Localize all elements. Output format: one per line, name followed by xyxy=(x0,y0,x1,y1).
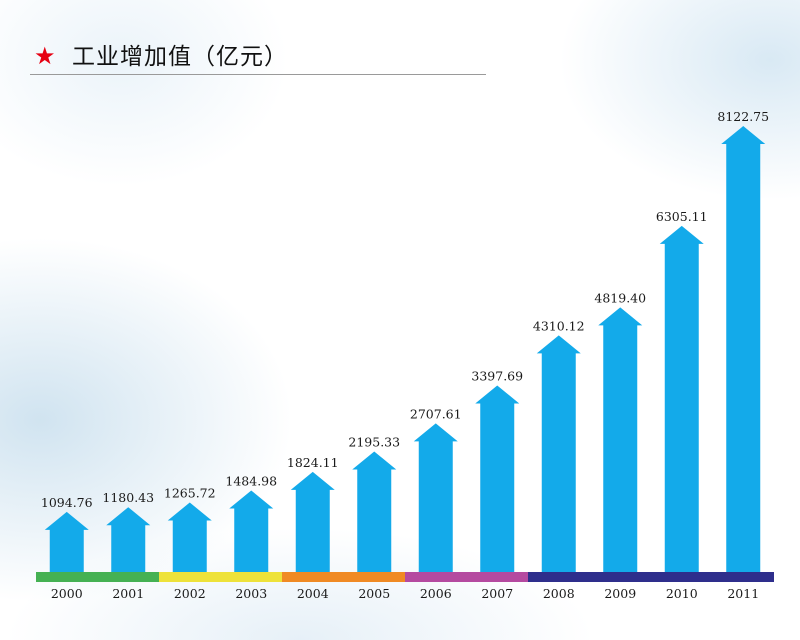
bar-2008 xyxy=(536,335,581,572)
x-tick-2007: 2007 xyxy=(481,586,513,601)
bar-series xyxy=(44,126,766,572)
value-label-2010: 6305.11 xyxy=(656,209,708,224)
chart-title: ★ 工业增加值（亿元） xyxy=(30,40,486,75)
x-tick-2004: 2004 xyxy=(297,586,329,601)
value-label-2003: 1484.98 xyxy=(225,473,277,488)
x-tick-2000: 2000 xyxy=(51,586,83,601)
x-tick-2006: 2006 xyxy=(420,586,452,601)
bar-2009 xyxy=(598,307,643,572)
value-label-2004: 1824.11 xyxy=(287,455,339,470)
chart-title-text: 工业增加值（亿元） xyxy=(72,44,288,70)
x-tick-2003: 2003 xyxy=(235,586,267,601)
x-tick-2002: 2002 xyxy=(174,586,206,601)
x-tick-2008: 2008 xyxy=(543,586,575,601)
baseline-segment xyxy=(36,572,159,582)
bar-2010 xyxy=(659,225,704,572)
bar-2011 xyxy=(721,126,766,572)
x-tick-2011: 2011 xyxy=(727,586,759,601)
value-labels: 1094.76 1180.43 1265.72 1484.98 1824.11 2195.… xyxy=(41,109,769,510)
bar-2006 xyxy=(413,423,458,572)
value-label-2002: 1265.72 xyxy=(164,486,216,501)
baseline-segment xyxy=(405,572,528,582)
value-label-2001: 1180.43 xyxy=(102,490,154,505)
bar-2003 xyxy=(229,490,274,572)
bar-2005 xyxy=(352,451,397,572)
value-label-2000: 1094.76 xyxy=(41,495,93,510)
x-tick-2001: 2001 xyxy=(112,586,144,601)
value-label-2007: 3397.69 xyxy=(471,368,523,383)
x-tick-2005: 2005 xyxy=(358,586,390,601)
x-axis-ticks: 2000 2001 2002 2003 2004 2005 2006 2007 2008 2009… xyxy=(51,586,759,601)
baseline-strip xyxy=(36,572,774,582)
bar-2001 xyxy=(106,507,151,572)
baseline-segment xyxy=(159,572,282,582)
bar-2007 xyxy=(475,385,520,572)
x-tick-2009: 2009 xyxy=(604,586,636,601)
baseline-segment xyxy=(528,572,774,582)
baseline-segment xyxy=(282,572,405,582)
value-label-2011: 8122.75 xyxy=(717,109,769,124)
value-label-2008: 4310.12 xyxy=(533,318,585,333)
x-tick-2010: 2010 xyxy=(666,586,698,601)
value-label-2005: 2195.33 xyxy=(348,434,400,449)
bar-2002 xyxy=(167,502,212,572)
star-icon: ★ xyxy=(34,42,56,70)
bar-2004 xyxy=(290,471,335,572)
bar-2000 xyxy=(44,511,89,572)
value-label-2006: 2707.61 xyxy=(410,406,462,421)
value-label-2009: 4819.40 xyxy=(594,290,646,305)
